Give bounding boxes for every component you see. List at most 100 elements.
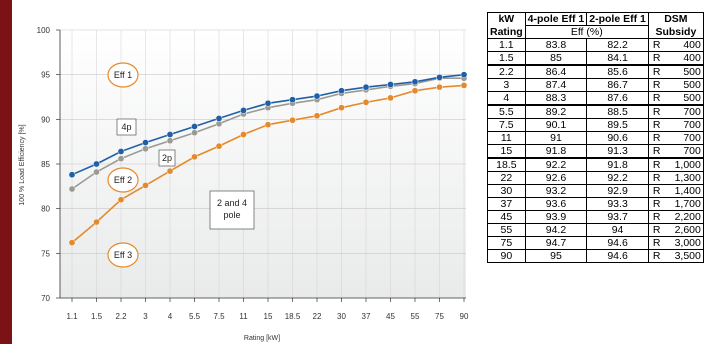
series-point [68,239,76,246]
subsidy-currency: R [652,185,661,197]
series-point [387,81,394,88]
y-tick-label: 90 [41,115,50,124]
cell-kw: 11 [487,131,526,145]
series-point [68,185,76,193]
cell-eff2: 82.2 [586,38,649,52]
x-tick-label: 1.1 [66,312,78,321]
series-point [411,78,419,86]
subsidy-currency: R [652,79,661,91]
cell-eff4: 93.2 [524,184,588,198]
cell-eff4: 94.2 [524,223,588,237]
efficiency-table-wrap: kW 4-pole Eff 1 2-pole Eff 1 DSM Rating … [487,12,704,263]
cell-subsidy: R 700 [647,131,704,145]
subsidy-currency: R [652,172,661,184]
cell-eff2: 91.3 [586,144,649,159]
x-tick-label: 11 [239,312,248,321]
subsidy-amount: 400 [683,52,701,64]
table-body: 1.1 83.8 82.2 R 400 1.5 85 84.1 R 400 2.2 86.4 85.6 R… [487,38,704,263]
subsidy-amount: 500 [683,79,701,91]
series-point [436,73,443,81]
subsidy-currency: R [652,66,661,78]
series-point [460,82,468,89]
x-tick-label: 75 [435,312,444,321]
table-header-row-2: Rating Eff (%) Subsidy [487,25,704,39]
cell-eff4: 95 [524,249,588,263]
cell-eff2: 87.6 [586,91,649,106]
cell-eff4: 88.3 [524,91,588,106]
cell-eff4: 91 [524,131,588,145]
table-row: 2.2 86.4 85.6 R 500 [487,64,704,79]
table-row: 55 94.2 94 R 2,600 [487,223,704,237]
subsidy-amount: 700 [683,145,701,157]
series-point [166,137,174,145]
header-rating: Rating [487,25,526,39]
cell-eff2: 89.5 [586,118,649,132]
cell-eff2: 93.7 [586,210,649,224]
series-group [68,71,468,246]
x-tick-label: 15 [264,312,273,321]
cell-subsidy: R 1,000 [647,157,704,172]
subsidy-currency: R [652,132,661,144]
cell-subsidy: R 400 [647,38,704,52]
series-point [313,112,321,120]
subsidy-amount: 2,600 [674,224,701,236]
subsidy-currency: R [652,237,661,249]
cell-eff2: 94.6 [586,236,649,250]
x-tick-label: 22 [313,312,322,321]
cell-eff4: 94.7 [524,236,588,250]
series-label-text: 2p [162,153,172,163]
series-label-box [116,118,137,136]
efficiency-chart: 70 75 80 85 90 95 100 1.1 1.5 2.2 3 4 5.5 7.5 11 15 18.… [12,0,480,344]
cell-eff4: 91.8 [524,144,588,159]
y-tick-label: 75 [41,249,50,258]
table-row: 15 91.8 91.3 R 700 [487,144,704,159]
subsidy-currency: R [652,224,661,236]
cell-eff4: 90.1 [524,118,588,132]
table-row: 5.5 89.2 88.5 R 700 [487,104,704,119]
x-axis-label: Rating [kW] [244,335,280,342]
x-tick-label: 1.5 [91,312,103,321]
subsidy-currency: R [652,145,661,157]
y-axis-label: 100 % Load Efficiency [%] [19,124,26,205]
subsidy-currency: R [652,250,661,262]
x-tick-label: 30 [337,312,346,321]
cell-kw: 4 [487,91,526,106]
cell-kw: 5.5 [487,104,526,119]
y-tick-label: 85 [41,160,50,169]
table-row: 1.5 85 84.1 R 400 [487,51,704,66]
cell-subsidy: R 500 [647,64,704,79]
cell-subsidy: R 700 [647,144,704,159]
subsidy-amount: 500 [683,92,701,104]
table-row: 75 94.7 94.6 R 3,000 [487,236,704,250]
table-row: 90 95 94.6 R 3,500 [487,249,704,263]
cell-kw: 55 [487,223,526,237]
efficiency-table: kW 4-pole Eff 1 2-pole Eff 1 DSM Rating … [487,12,704,263]
eff-label-ellipse [107,167,139,193]
series-point [387,94,394,102]
series-point [362,83,370,91]
cell-subsidy: R 500 [647,78,704,92]
series-point [436,83,443,91]
x-tick-labels: 1.1 1.5 2.2 3 4 5.5 7.5 11 15 18.5 22 30 37 45 55 75 90 [66,298,469,321]
subsidy-amount: 1,700 [674,198,701,210]
cell-kw: 18.5 [487,157,526,172]
subsidy-currency: R [652,92,661,104]
subsidy-amount: 700 [683,106,701,118]
x-tick-label: 90 [460,312,469,321]
cell-subsidy: R 400 [647,51,704,66]
cell-kw: 37 [487,197,526,211]
cell-subsidy: R 1,300 [647,171,704,185]
header-dsm: DSM [647,12,704,26]
table-row: 3 87.4 86.7 R 500 [487,78,704,92]
subsidy-amount: 1,300 [674,172,701,184]
y-tick-label: 70 [41,294,50,303]
series-point [117,155,125,162]
subsidy-amount: 3,000 [674,237,701,249]
table-row: 4 88.3 87.6 R 500 [487,91,704,106]
pole-label-box [209,190,255,230]
eff-label-text: Eff 2 [114,175,132,185]
x-tick-label: 37 [362,312,371,321]
annotations: Eff 1 4p 2p Eff 2 Eff 3 2 and 4 pole [107,62,255,268]
pole-label-line: pole [223,210,240,220]
header-subsidy: Subsidy [647,25,704,39]
